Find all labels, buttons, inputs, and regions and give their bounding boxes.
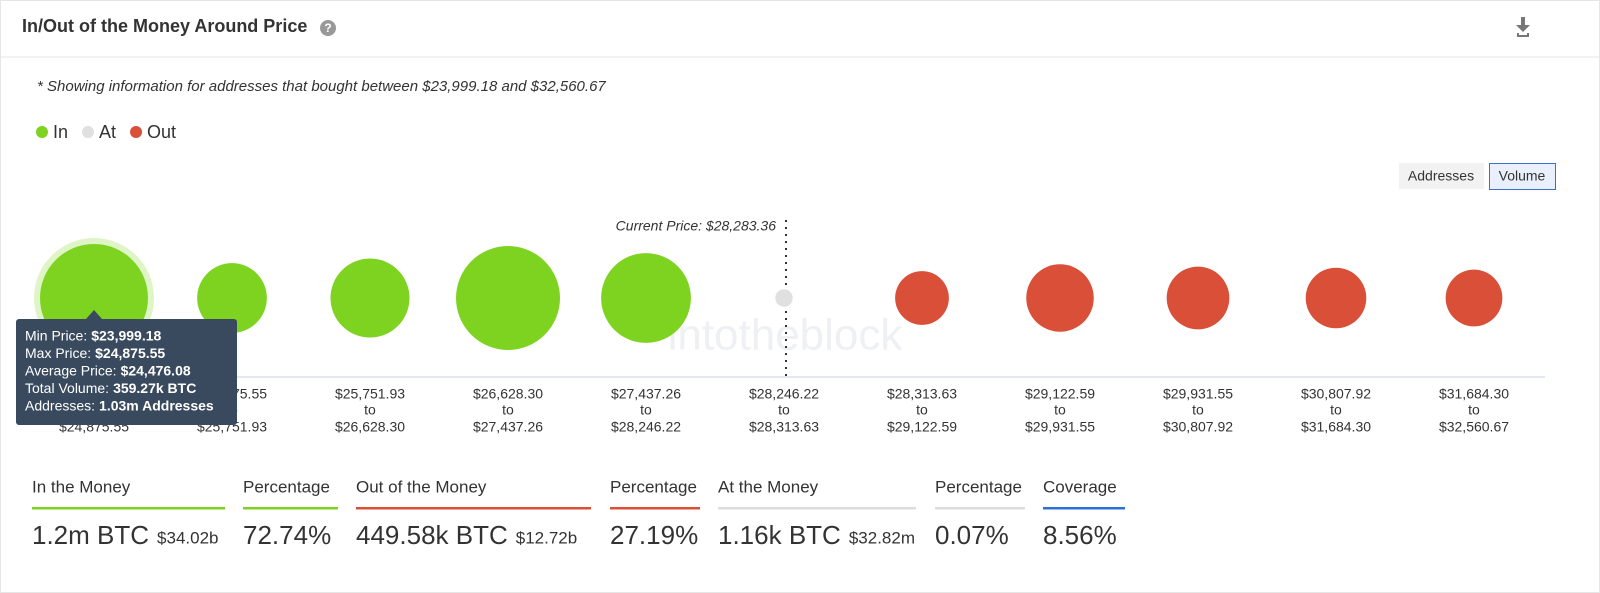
- legend-dot: [36, 126, 48, 138]
- bubble[interactable]: [1305, 267, 1367, 329]
- stat-label: Percentage: [610, 477, 697, 496]
- stat-label: Percentage: [935, 477, 1022, 496]
- tooltip-value: 359.27k BTC: [113, 380, 196, 396]
- bubble[interactable]: [775, 289, 793, 307]
- watermark: intotheblock: [668, 311, 904, 360]
- stat-sub: $32.82m: [849, 528, 915, 547]
- stat-underline: [935, 507, 1025, 510]
- x-tick-label: $31,684.30: [1301, 419, 1371, 435]
- x-tick-label: $28,246.22: [749, 386, 819, 402]
- toggle-label: Volume: [1499, 168, 1546, 184]
- x-tick-label: $28,313.63: [887, 386, 957, 402]
- x-tick-label: to: [778, 402, 790, 418]
- stat-sub: $34.02b: [157, 528, 218, 547]
- x-tick-label: $32,560.67: [1439, 419, 1509, 435]
- bubble[interactable]: [895, 271, 949, 325]
- toggle-button[interactable]: [1489, 163, 1556, 190]
- stat-underline: [356, 507, 591, 510]
- stat-underline: [610, 507, 700, 510]
- stat-value: 72.74%: [243, 520, 331, 550]
- stat-underline: [243, 507, 338, 510]
- stat-value: 0.07%: [935, 520, 1009, 550]
- stat-underline: [32, 507, 225, 510]
- stat-value: 27.19%: [610, 520, 698, 550]
- bubble[interactable]: [1445, 269, 1503, 327]
- x-tick-label: $30,807.92: [1301, 386, 1371, 402]
- x-tick-label: $29,931.55: [1025, 419, 1095, 435]
- stat-value: 8.56%: [1043, 520, 1117, 550]
- x-tick-label: to: [364, 402, 376, 418]
- tooltip-value: $24,875.55: [95, 345, 165, 361]
- stat-underline: [1043, 507, 1125, 510]
- toggle: Addresses Volume: [1399, 163, 1556, 190]
- x-tick-label: $26,628.30: [473, 386, 543, 402]
- x-tick-label: $29,931.55: [1163, 386, 1233, 402]
- x-tick-label: $26,628.30: [335, 419, 405, 435]
- legend-label: In: [53, 122, 68, 142]
- stat-label: In the Money: [32, 477, 131, 496]
- bubble[interactable]: [455, 245, 561, 351]
- x-tick-label: $31,684.30: [1439, 386, 1509, 402]
- x-tick-label: to: [1330, 402, 1342, 418]
- current-price-label: Current Price: $28,283.36: [616, 218, 777, 234]
- x-tick-label: $29,122.59: [1025, 386, 1095, 402]
- tooltip-label: Total Volume:: [25, 380, 109, 396]
- stat-label: Percentage: [243, 477, 330, 496]
- title: In/Out of the Money Around Price: [22, 16, 307, 36]
- note: * Showing information for addresses that…: [37, 78, 606, 95]
- x-tick-label: to: [1468, 402, 1480, 418]
- bubble[interactable]: [1166, 266, 1230, 330]
- x-tick-label: to: [1192, 402, 1204, 418]
- legend: In At Out: [36, 122, 176, 142]
- stat-label: Coverage: [1043, 477, 1117, 496]
- tooltip-label: Max Price:: [25, 345, 91, 361]
- legend-dot: [130, 126, 143, 138]
- x-tick-label: $29,122.59: [887, 419, 957, 435]
- stat-label: Out of the Money: [356, 477, 487, 496]
- x-tick-label: to: [502, 402, 514, 418]
- x-tick-label: $28,313.63: [749, 419, 819, 435]
- legend-label: At: [99, 122, 116, 142]
- svg-text:?: ?: [324, 21, 331, 35]
- stat-underline: [718, 507, 916, 510]
- legend-label: Out: [147, 122, 176, 142]
- x-tick-label: $25,751.93: [335, 386, 405, 402]
- x-tick-label: $27,437.26: [611, 386, 681, 402]
- help-icon[interactable]: ?: [320, 20, 336, 36]
- stat-label: At the Money: [718, 477, 819, 496]
- tooltip-value: 1.03m Addresses: [99, 398, 214, 414]
- x-tick-label: to: [1054, 402, 1066, 418]
- bubble-chart: $23,999.18to$24,875.55$24,875.55to$25,75…: [16, 218, 1509, 435]
- bubble[interactable]: [330, 258, 410, 338]
- tooltip-value: $24,476.08: [121, 363, 191, 379]
- stats: In the Money 1.2m BTC $34.02b Percentage 72.…: [32, 477, 1125, 550]
- tooltip-label: Min Price:: [25, 328, 87, 344]
- tooltip-pointer: [86, 310, 102, 319]
- x-tick-label: $28,246.22: [611, 419, 681, 435]
- x-tick-label: $27,437.26: [473, 419, 543, 435]
- toggle-label: Addresses: [1408, 168, 1474, 184]
- x-tick-label: to: [640, 402, 652, 418]
- tooltip-box: [16, 319, 237, 425]
- tooltip-label: Addresses:: [25, 398, 95, 414]
- legend-dot: [82, 126, 95, 138]
- stat-value: 1.16k BTC: [718, 520, 841, 550]
- x-tick-label: to: [916, 402, 928, 418]
- toggle-button[interactable]: [1399, 163, 1484, 189]
- download-icon[interactable]: [1516, 17, 1530, 37]
- x-tick-label: $30,807.92: [1163, 419, 1233, 435]
- stat-sub: $12.72b: [516, 528, 577, 547]
- stat-value: 1.2m BTC: [32, 520, 149, 550]
- bubble[interactable]: [1026, 264, 1094, 332]
- tooltip-label: Average Price:: [25, 363, 117, 379]
- bubble[interactable]: [197, 263, 267, 333]
- stat-value: 449.58k BTC: [356, 520, 508, 550]
- tooltip-value: $23,999.18: [91, 328, 161, 344]
- bubble[interactable]: [601, 253, 691, 343]
